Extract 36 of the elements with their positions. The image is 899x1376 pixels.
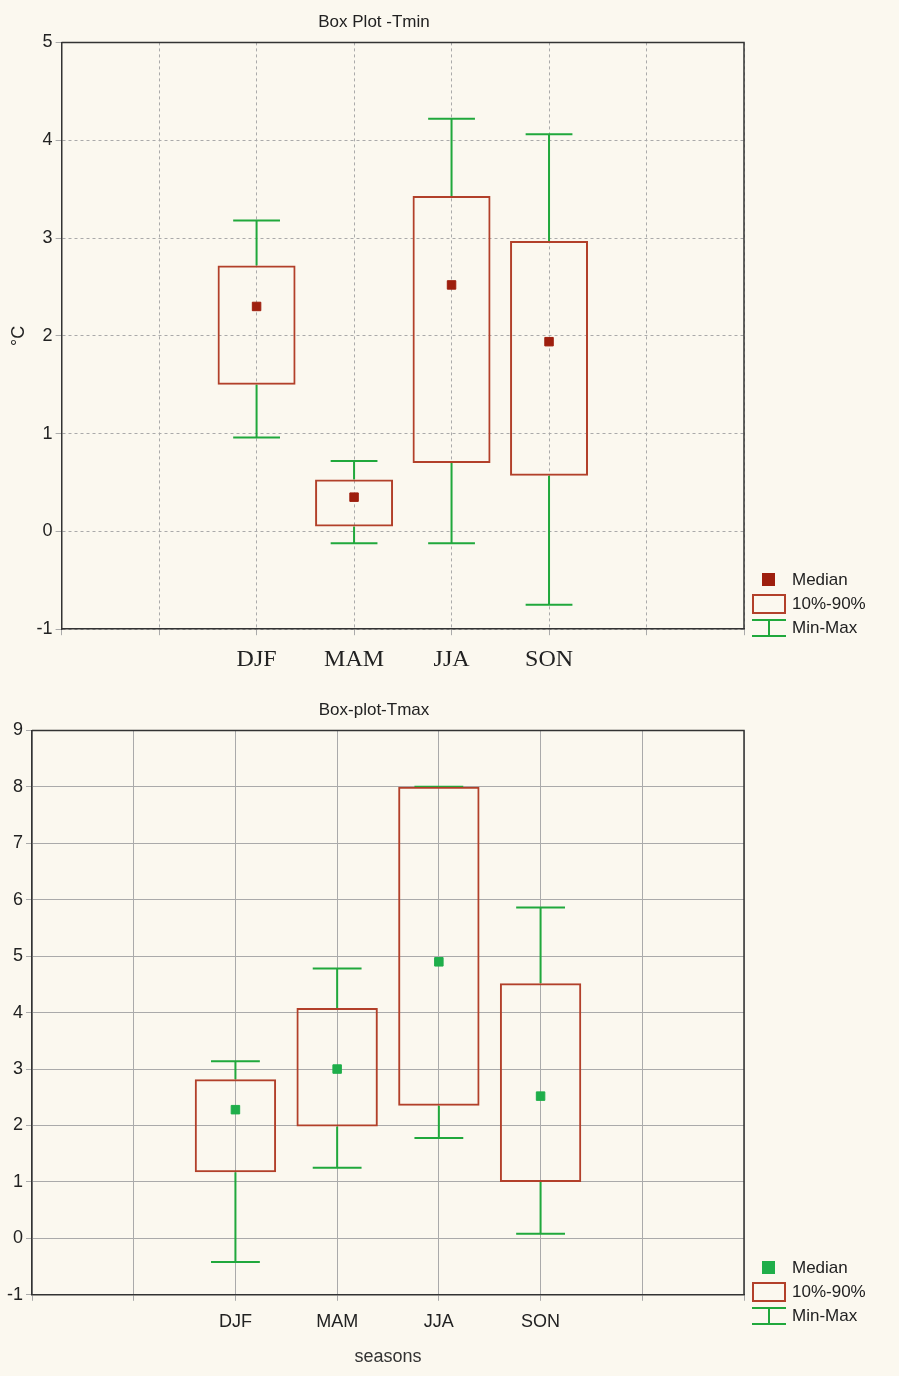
x-tick-label: DJF [218,1310,252,1331]
x-tick-label: JJA [423,1310,454,1331]
y-tick-label: 3 [12,1058,23,1079]
chart-title: Box Plot -Tmin [318,11,430,31]
x-tick-label: DJF [236,644,277,671]
text: Median [792,570,848,590]
chart-title: Box-plot-Tmax [318,699,430,719]
text: Min-Max [792,1306,858,1326]
y-tick-label: 7 [12,832,23,853]
text: Min-Max [792,618,858,638]
y-tick-label: 0 [12,1227,23,1248]
text: 10%-90% [792,594,866,614]
y-tick-label: 0 [42,520,53,541]
y-tick-label: -1 [36,618,53,639]
y-tick-label: 9 [12,719,23,740]
y-tick-label: 2 [12,1114,23,1135]
y-tick-label: 6 [12,888,23,909]
y-tick-label: 5 [42,31,53,52]
y-axis-title: °C [7,325,28,346]
y-tick-label: 4 [42,129,53,150]
y-tick-label: 5 [12,945,23,966]
text: 10%-90% [792,1282,866,1302]
x-tick-label: MAM [324,644,385,671]
y-tick-label: -1 [6,1283,23,1304]
y-tick-label: 8 [12,775,23,796]
text: Median [792,1258,848,1278]
y-tick-label: 4 [12,1001,23,1022]
x-tick-label: MAM [316,1310,359,1331]
x-tick-label: SON [521,1310,561,1331]
y-tick-label: 1 [12,1170,23,1191]
x-tick-label: SON [525,644,574,671]
y-tick-label: 3 [42,226,53,247]
x-axis-title: seasons [354,1346,422,1367]
x-tick-label: JJA [433,644,471,671]
y-tick-label: 2 [42,324,53,345]
y-tick-label: 1 [42,422,53,443]
